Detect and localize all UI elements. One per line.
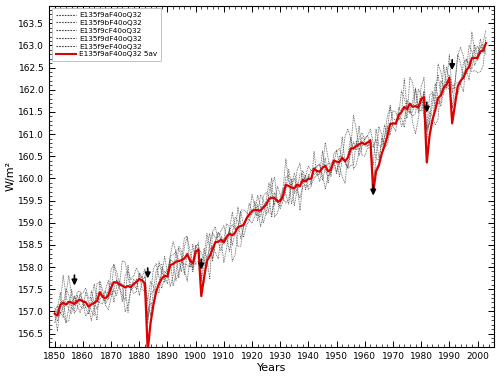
Y-axis label: W/m²: W/m² [6,161,16,191]
Legend: E135f9aF40oQ32, E135f9bF40oQ32, E135f9cF40oQ32, E135f9dF40oQ32, E135f9eF40oQ32, : E135f9aF40oQ32, E135f9bF40oQ32, E135f9cF… [52,8,161,61]
X-axis label: Years: Years [257,363,286,373]
